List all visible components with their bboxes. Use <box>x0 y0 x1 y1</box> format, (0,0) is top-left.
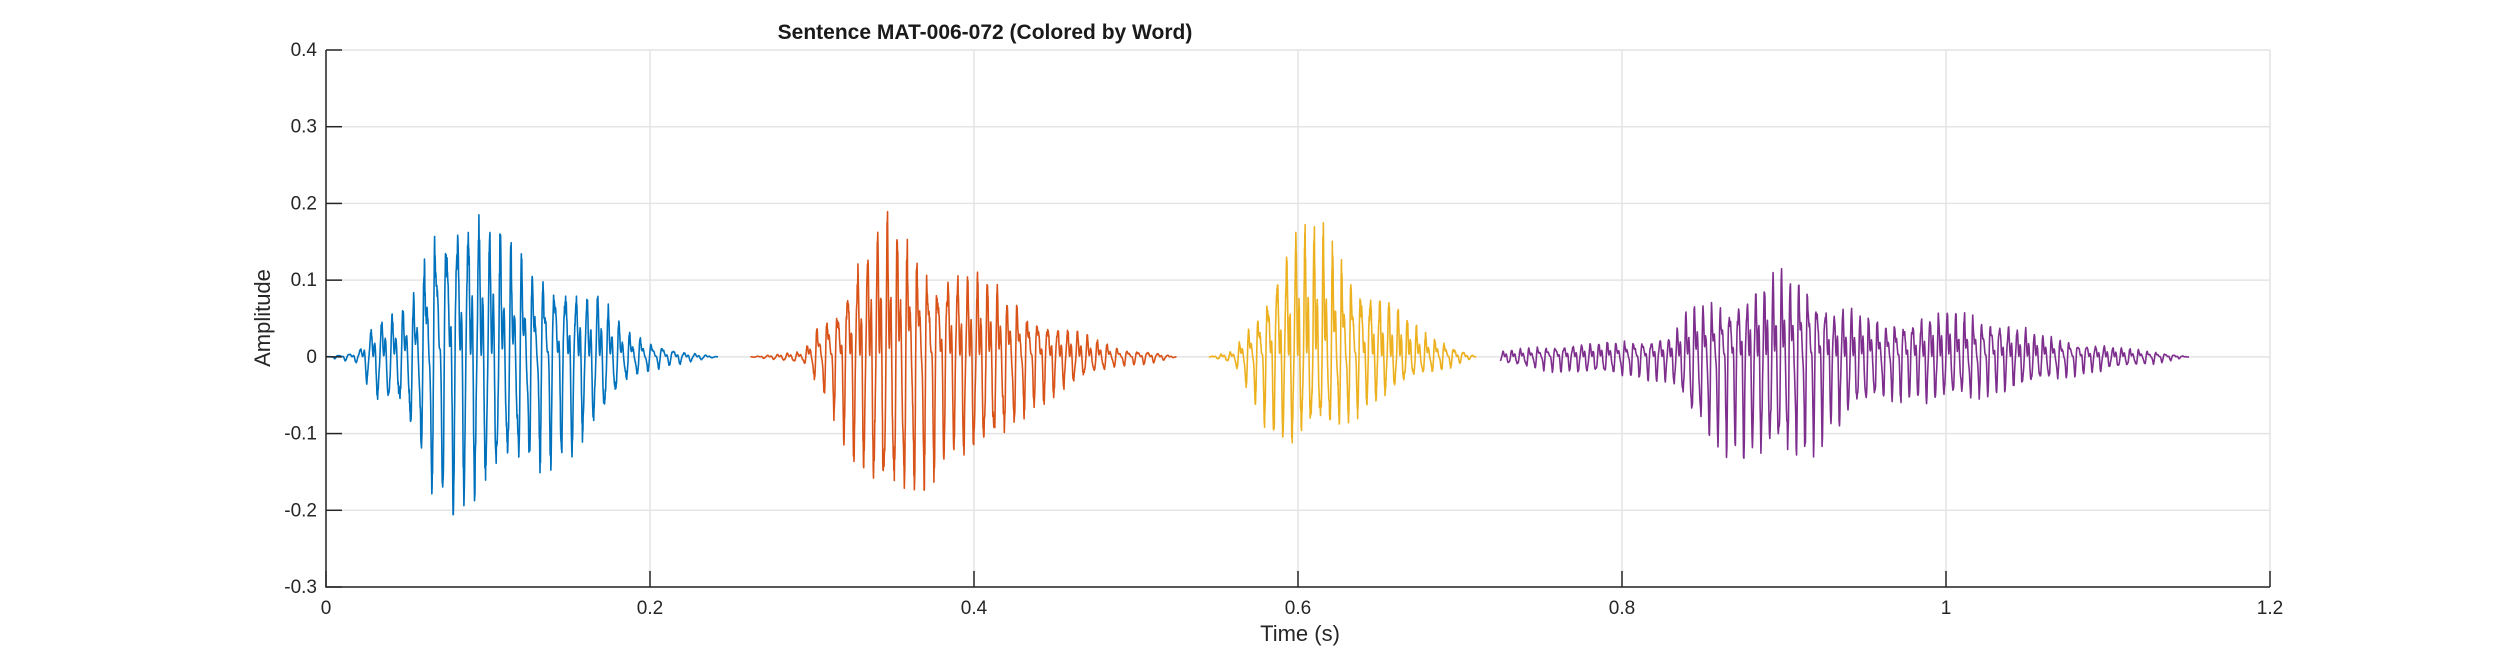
y-tick-label: 0.1 <box>291 270 317 291</box>
y-tick-label: 0.2 <box>291 193 317 214</box>
x-axis-label: Time (s) <box>1260 621 1340 646</box>
chart-title: Sentence MAT-006-072 (Colored by Word) <box>778 21 1193 44</box>
axes: 0 0.2 0.4 0.6 0.8 1 1.2 -0.3 -0.2 -0.1 0 0.1 0.2 0.3 0… <box>284 40 2283 619</box>
waveform-line <box>749 210 1178 491</box>
x-tick-label: 0.2 <box>637 598 663 619</box>
y-tick-label: -0.1 <box>284 424 317 445</box>
y-axis-label: Amplitude <box>250 269 275 367</box>
x-tick-label: 0 <box>321 598 332 619</box>
waveform-line <box>1208 222 1477 444</box>
waveform-line <box>325 213 719 516</box>
waveform-series <box>325 210 2190 516</box>
x-tick-label: 1.2 <box>2257 598 2283 619</box>
y-tick-label: 0 <box>306 347 317 368</box>
y-tick-label: -0.2 <box>284 500 317 521</box>
y-tick-label: 0.3 <box>291 117 317 138</box>
x-tick-label: 0.8 <box>1609 598 1635 619</box>
x-tick-label: 0.4 <box>961 598 988 619</box>
x-tick-label: 0.6 <box>1285 598 1311 619</box>
x-tick-label: 1 <box>1941 598 1952 619</box>
waveform-line <box>1499 267 2190 459</box>
y-tick-label: 0.4 <box>291 40 318 61</box>
y-tick-label: -0.3 <box>284 577 317 598</box>
